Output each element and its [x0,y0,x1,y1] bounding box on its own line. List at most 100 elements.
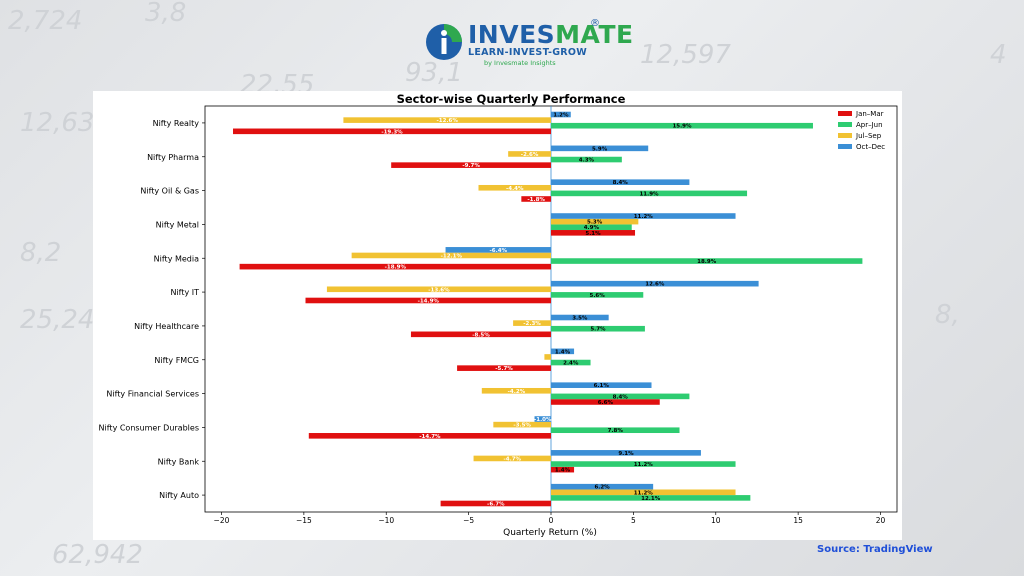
category-label: Nifty Media [154,254,199,263]
registered-mark: ® [590,18,600,29]
brand-name-part2: MATE [555,20,634,49]
bar-4 [551,213,736,219]
bar-value-label: 5.6% [590,293,606,299]
background-number: 8, [935,300,960,330]
bar-value-label: 15.9% [672,124,692,130]
bar-3 [508,151,551,157]
category-label: Nifty Healthcare [134,322,199,331]
bar-2 [551,495,751,501]
bar-value-label: -1.0% [534,417,552,423]
bar-3 [513,320,551,326]
bar-1 [305,297,551,304]
legend-label: Apr–Jun [856,121,883,129]
bar-value-label: 1.4% [555,468,571,474]
bar-4 [551,348,575,355]
bar-value-label: 12.1% [641,496,661,502]
bar-4 [534,416,551,422]
bar-1 [440,500,551,507]
bar-value-label: 4.3% [579,158,595,164]
category-label: Nifty Consumer Durables [99,423,199,432]
category-label: Nifty FMCG [154,356,199,365]
category-label: Nifty Financial Services [106,390,199,399]
bar-value-label: -2.6% [521,152,539,158]
bar-value-label: -4.2% [508,389,526,395]
legend-swatch [838,133,852,138]
bar-value-label: 11.2% [634,490,654,496]
brand-logo: INVESMATE ® LEARN-INVEST-GROW by Invesma… [424,18,633,67]
bar-4 [551,145,649,152]
bar-value-label: 8.4% [613,180,629,186]
bar-value-label: -13.6% [428,287,450,293]
bar-2 [551,325,645,332]
bar-2 [551,359,591,366]
background-number: 12,597 [640,40,731,70]
bar-value-label: -4.7% [504,456,522,462]
bar-value-label: 11.2% [634,214,654,220]
bar-2 [551,122,813,129]
source-label: Source: TradingView [817,544,933,555]
bar-2 [551,393,690,400]
x-tick-label: −10 [378,516,394,525]
category-label: Nifty Pharma [147,153,199,162]
bar-3 [326,286,551,293]
bar-value-label: 5.3% [587,220,603,226]
bar-value-label: 3.5% [572,316,588,322]
bar-4 [551,179,690,185]
category-label: Nifty IT [170,288,199,297]
bar-value-label: -12.1% [441,253,463,259]
bar-3 [481,387,551,394]
bar-value-label: -3.5% [513,423,531,429]
bar-4 [551,450,701,456]
background-number: 62,942 [52,540,143,570]
legend-swatch [838,122,852,127]
category-label: Nifty Bank [158,457,200,466]
background-number: 2,724 [8,6,83,36]
chart-card: Sector-wise Quarterly Performance Quarte… [93,91,902,540]
brand-name: INVESMATE [468,20,634,49]
bar-1 [457,365,551,371]
background-number: 93,1 [405,58,463,88]
category-label: Nifty Metal [156,220,199,229]
bar-value-label: 18.9% [697,259,717,265]
bar-2 [551,224,632,231]
bar-2 [551,427,680,434]
x-tick-label: 0 [549,516,554,525]
chart-title: Sector-wise Quarterly Performance [397,92,626,106]
bar-4 [551,111,571,118]
bar-value-label: 9.1% [618,451,634,457]
bar-value-label: -9.7% [462,163,480,169]
brand-name-part1: INVES [468,20,556,49]
bar-value-label: 4.9% [584,225,600,231]
bar-3 [343,117,551,123]
bar-value-label: 11.2% [634,462,654,468]
bar-value-label: 5.9% [592,146,608,152]
bar-1 [239,263,551,270]
bar-value-label: -18.9% [385,265,407,271]
legend-label: Oct–Dec [856,143,885,151]
bar-value-label: -5.7% [495,366,513,372]
bar-3 [544,354,551,360]
bar-value-label: -6.4% [490,248,508,254]
bar-value-label: 1.2% [553,113,569,119]
bar-value-label: 6.1% [594,383,610,389]
bar-1 [551,230,636,236]
bar-3 [551,489,736,496]
legend-swatch [838,111,852,116]
bar-1 [551,466,575,473]
brand-byline: by Invesmate Insights [484,59,556,67]
background-number: 8,2 [20,238,62,268]
bar-value-label: 1.4% [555,349,571,355]
bar-2 [551,461,736,467]
bar-3 [351,252,551,259]
bar-4 [551,382,652,388]
bar-value-label: -6.7% [487,501,505,507]
bar-2 [551,292,644,298]
bar-value-label: 8.4% [613,394,629,400]
bar-value-label: 12.6% [645,282,665,288]
x-tick-label: −5 [463,516,474,525]
x-tick-label: −15 [296,516,312,525]
bar-value-label: -19.3% [381,129,403,135]
bar-value-label: -1.8% [527,197,545,203]
x-tick-label: 5 [631,516,636,525]
category-label: Nifty Auto [159,491,199,500]
